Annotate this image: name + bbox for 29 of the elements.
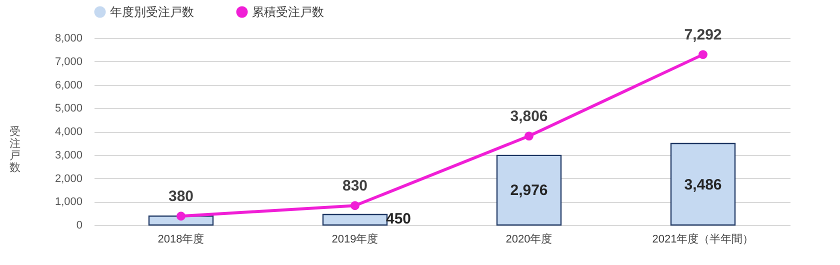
point bbox=[176, 212, 186, 221]
x-tick-label: 2019年度 bbox=[332, 232, 378, 246]
y-tick-label: 6,000 bbox=[54, 79, 82, 92]
bar bbox=[670, 142, 736, 226]
y-tick-label: 7,000 bbox=[54, 56, 82, 68]
legend-label: 累積受注戸数 bbox=[252, 5, 324, 19]
data-label: 7,292 bbox=[684, 26, 722, 44]
point bbox=[524, 132, 534, 140]
bar bbox=[322, 214, 388, 226]
data-label: 3,806 bbox=[510, 108, 548, 126]
y-tick-label: 3,000 bbox=[54, 149, 82, 162]
y-axis-title: 受注戸数 bbox=[9, 125, 20, 174]
y-tick-label: 4,000 bbox=[54, 126, 82, 138]
x-tick-label: 2018年度 bbox=[158, 232, 204, 246]
y-tick-label: 8,000 bbox=[54, 32, 82, 44]
y-tick-label: 5,000 bbox=[54, 102, 82, 115]
point bbox=[698, 50, 708, 60]
data-label: 2,976 bbox=[510, 182, 548, 200]
data-label: 380 bbox=[168, 188, 194, 206]
y-tick-label: 0 bbox=[76, 220, 82, 232]
legend-label: 年度別受注戸数 bbox=[110, 5, 194, 19]
y-tick-label: 1,000 bbox=[54, 196, 82, 208]
data-label: 830 bbox=[342, 178, 368, 195]
x-tick-label: 2020年度 bbox=[506, 232, 552, 246]
y-tick-label: 2,000 bbox=[54, 172, 82, 185]
bar bbox=[496, 154, 562, 226]
point bbox=[350, 201, 360, 210]
x-tick-label: 2021年度（半年間） bbox=[652, 232, 754, 246]
data-label: 3,486 bbox=[684, 176, 722, 194]
